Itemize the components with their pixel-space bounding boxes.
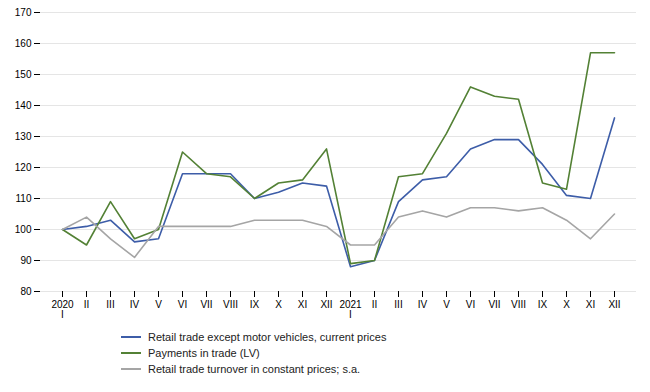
svg-text:IX: IX: [538, 299, 548, 310]
svg-text:80: 80: [20, 286, 32, 297]
svg-text:V: V: [443, 299, 450, 310]
svg-text:V: V: [155, 299, 162, 310]
svg-text:IV: IV: [418, 299, 428, 310]
svg-text:IV: IV: [130, 299, 140, 310]
svg-text:II: II: [372, 299, 378, 310]
svg-text:XII: XII: [608, 299, 620, 310]
svg-text:VI: VI: [466, 299, 475, 310]
svg-text:II: II: [84, 299, 90, 310]
svg-text:120: 120: [15, 162, 32, 173]
svg-text:III: III: [106, 299, 114, 310]
html-text:Payments in trade (LV): Payments in trade (LV): [148, 347, 260, 359]
html-text:Retail trade except motor vehi: Retail trade except motor vehicles, curr…: [148, 331, 387, 343]
svg-text:VIII: VIII: [223, 299, 238, 310]
svg-text:130: 130: [15, 131, 32, 142]
svg-text:VII: VII: [200, 299, 212, 310]
html-text:Retail trade turnover in const: Retail trade turnover in constant prices…: [148, 363, 361, 375]
svg-text:150: 150: [15, 69, 32, 80]
svg-text:XI: XI: [298, 299, 307, 310]
svg-text:100: 100: [15, 224, 32, 235]
svg-text:2020I: 2020I: [51, 299, 74, 320]
svg-text:VI: VI: [178, 299, 187, 310]
svg-text:XI: XI: [586, 299, 595, 310]
svg-text:III: III: [394, 299, 402, 310]
svg-text:160: 160: [15, 38, 32, 49]
svg-text:2021I: 2021I: [339, 299, 362, 320]
svg-text:VII: VII: [488, 299, 500, 310]
svg-text:110: 110: [16, 193, 32, 204]
svg-text:IX: IX: [250, 299, 260, 310]
svg-text:VIII: VIII: [511, 299, 526, 310]
svg-text:90: 90: [20, 255, 32, 266]
svg-text:XII: XII: [320, 299, 332, 310]
svg-text:140: 140: [15, 100, 32, 111]
svg-text:X: X: [563, 299, 570, 310]
svg-text:170: 170: [15, 7, 32, 18]
svg-text:X: X: [275, 299, 282, 310]
